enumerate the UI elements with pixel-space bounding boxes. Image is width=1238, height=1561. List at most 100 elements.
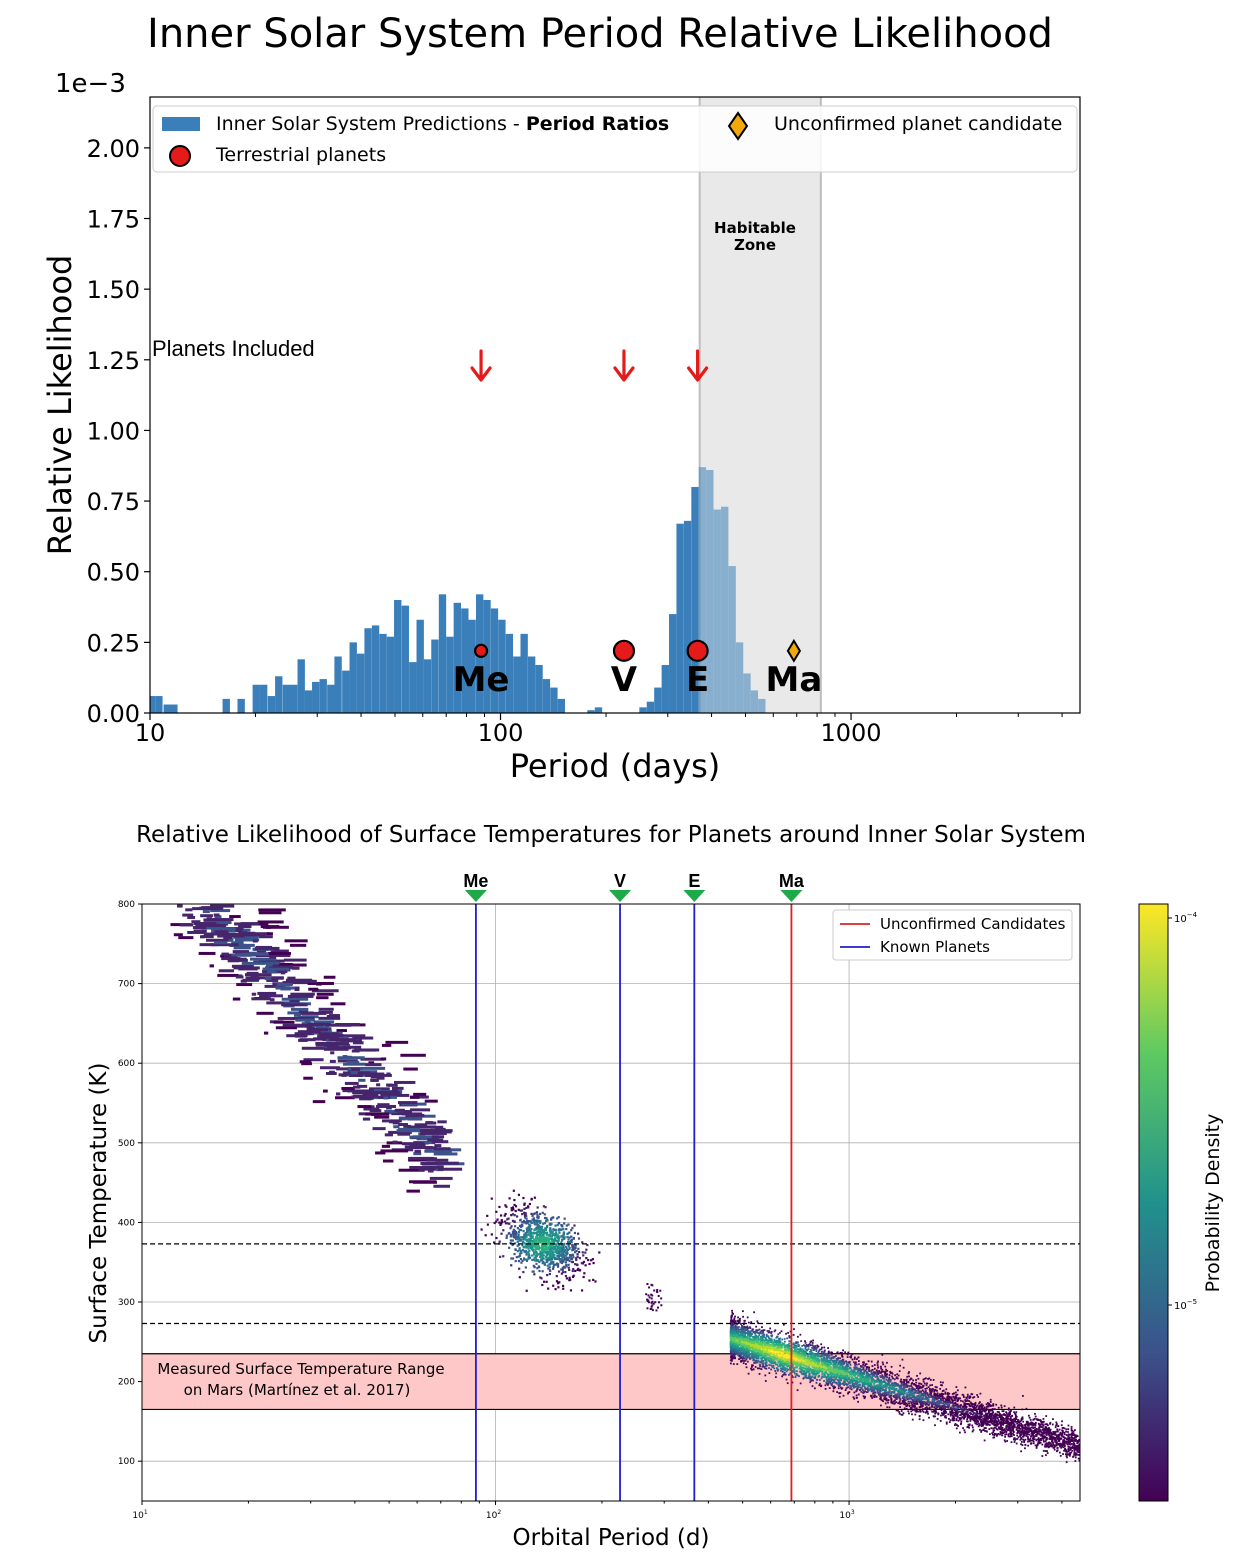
- heatmap-cell: [1065, 1434, 1068, 1436]
- heatmap-cell: [264, 984, 286, 988]
- heatmap-cell: [217, 973, 239, 977]
- heatmap-cell: [1042, 1424, 1045, 1427]
- heatmap-cell: [982, 1409, 985, 1412]
- heatmap-cell: [795, 1370, 798, 1372]
- heatmap-cell: [528, 1227, 531, 1230]
- heatmap-cell: [535, 1223, 538, 1226]
- heatmap-cell: [558, 1250, 561, 1253]
- heatmap-cell: [930, 1392, 932, 1395]
- heatmap-cell: [523, 1241, 526, 1244]
- heatmap-cell: [741, 1358, 744, 1360]
- heatmap-cell: [831, 1368, 834, 1371]
- heatmap-cell: [764, 1367, 767, 1370]
- heatmap-cell: [757, 1332, 760, 1335]
- heatmap-cell: [971, 1406, 974, 1408]
- heatmap-cell: [309, 1026, 314, 1030]
- heatmap-cell: [774, 1376, 777, 1379]
- heatmap-cell: [518, 1247, 521, 1250]
- heatmap-cell: [547, 1267, 550, 1270]
- heatmap-cell: [799, 1333, 802, 1336]
- heatmap-cell: [978, 1428, 981, 1431]
- heatmap-cell: [568, 1256, 571, 1259]
- heatmap-cell: [574, 1269, 577, 1273]
- heatmap-cell: [732, 1323, 735, 1326]
- heatmap-cell: [1002, 1410, 1005, 1413]
- heatmap-cell: [516, 1227, 520, 1230]
- heatmap-cell: [239, 933, 263, 937]
- heatmap-cell: [816, 1367, 818, 1370]
- heatmap-cell: [830, 1378, 833, 1381]
- heatmap-cell: [919, 1391, 922, 1394]
- heatmap-cell: [1004, 1417, 1007, 1420]
- heatmap-cell: [814, 1376, 817, 1379]
- heatmap-cell: [241, 952, 269, 956]
- heatmap-cell: [947, 1413, 950, 1416]
- heatmap-cell: [539, 1255, 542, 1258]
- heatmap-cell: [1054, 1426, 1057, 1429]
- heatmap-cell: [871, 1375, 874, 1377]
- histogram-bar: [706, 469, 714, 713]
- heatmap-cell: [842, 1394, 845, 1397]
- heatmap-cell: [520, 1249, 523, 1252]
- heatmap-cell: [903, 1395, 905, 1398]
- heatmap-cell: [572, 1274, 575, 1277]
- histogram-bar: [259, 684, 268, 713]
- histogram-bar: [423, 659, 432, 713]
- heatmap-cell: [1019, 1435, 1022, 1438]
- heatmap-cell: [535, 1228, 538, 1231]
- heatmap-cell: [571, 1269, 574, 1273]
- histogram-bar: [721, 506, 729, 713]
- heatmap-cell: [814, 1358, 816, 1361]
- heatmap-cell: [992, 1421, 995, 1423]
- heatmap-cell: [901, 1400, 904, 1402]
- heatmap-cell: [839, 1392, 842, 1394]
- heatmap-cell: [813, 1387, 816, 1390]
- heatmap-cell: [1036, 1428, 1039, 1431]
- heatmap-cell: [233, 966, 260, 970]
- heatmap-cell: [500, 1232, 503, 1235]
- heatmap-cell: [548, 1229, 552, 1232]
- planet-markers: Me V E Ma: [453, 638, 822, 700]
- heatmap-cell: [846, 1380, 849, 1383]
- heatmap-cell: [316, 1029, 332, 1033]
- heatmap-cell: [484, 1234, 487, 1237]
- heatmap-cell: [397, 1101, 418, 1105]
- heatmap-cell: [570, 1229, 573, 1232]
- heatmap-cell: [498, 1240, 501, 1243]
- top-legend: Inner Solar System Predictions - Period …: [152, 105, 1078, 173]
- heatmap-cell: [525, 1289, 528, 1292]
- heatmap-cell: [776, 1359, 779, 1361]
- heatmap-cell: [944, 1408, 947, 1411]
- heatmap-cell: [1076, 1447, 1079, 1449]
- heatmap-cell: [509, 1235, 512, 1238]
- heatmap-cell: [560, 1228, 563, 1231]
- heatmap-cell: [552, 1248, 555, 1251]
- heatmap-cell: [544, 1227, 548, 1230]
- heatmap-cell: [765, 1335, 768, 1337]
- heatmap-cell: [764, 1374, 767, 1377]
- heatmap-cell: [564, 1245, 568, 1248]
- heatmap-cell: [1006, 1414, 1009, 1417]
- heatmap-cell: [512, 1189, 515, 1192]
- heatmap-cell: [1010, 1423, 1013, 1426]
- heatmap-cell: [845, 1360, 847, 1363]
- heatmap-cell: [957, 1419, 960, 1422]
- heatmap-cell: [855, 1390, 858, 1392]
- heatmap-cell: [791, 1381, 794, 1384]
- heatmap-cell: [518, 1224, 522, 1228]
- heatmap-cell: [270, 949, 289, 953]
- heatmap-cell: [1065, 1441, 1068, 1444]
- heatmap-cell: [542, 1233, 545, 1236]
- heatmap-cell: [173, 933, 183, 937]
- heatmap-cell: [1027, 1414, 1030, 1417]
- heatmap-cell: [903, 1390, 906, 1393]
- heatmap-cell: [527, 1239, 530, 1242]
- heatmap-cell: [764, 1380, 767, 1382]
- histogram-bar: [349, 642, 357, 713]
- heatmap-cell: [431, 1140, 449, 1144]
- heatmap-cell: [210, 926, 222, 930]
- heatmap-cell: [565, 1265, 568, 1268]
- planet-label: Me: [453, 660, 510, 700]
- heatmap-cell: [545, 1280, 548, 1283]
- heatmap-cell: [985, 1412, 987, 1415]
